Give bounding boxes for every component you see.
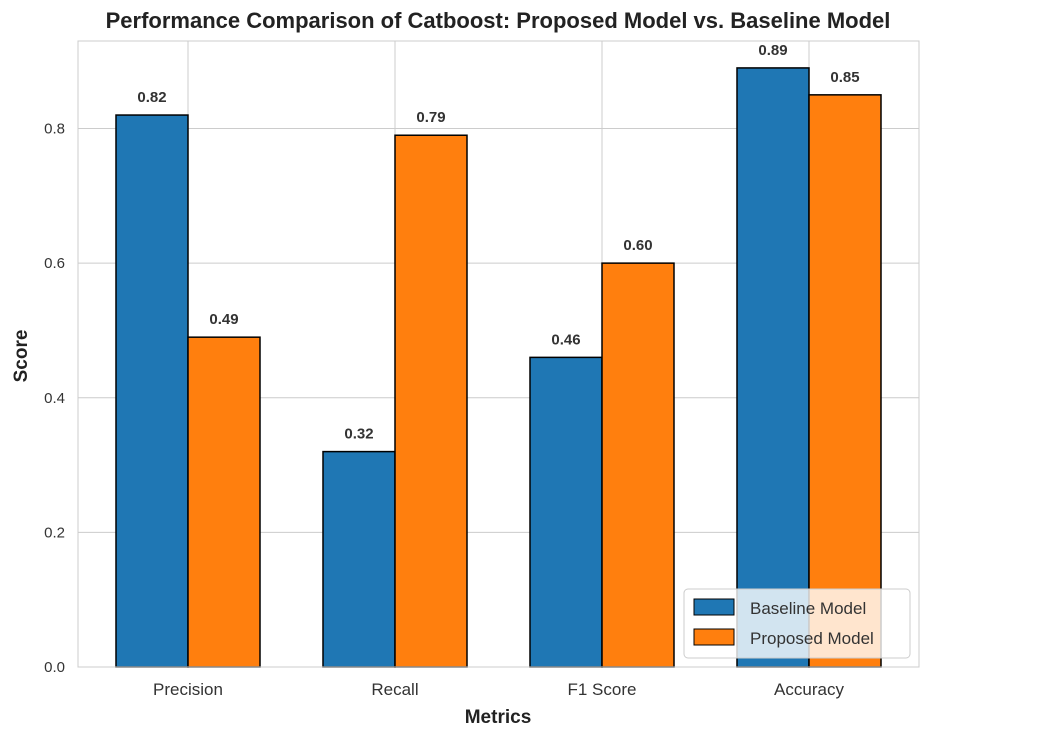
y-tick-labels: 0.0 0.2 0.4 0.6 0.8 — [44, 121, 65, 676]
y-tick-label: 0.0 — [44, 659, 65, 676]
data-labels: 0.82 0.32 0.46 0.89 0.49 0.79 0.60 0.85 — [137, 42, 859, 443]
bars — [115, 67, 882, 668]
legend-swatch-proposed — [693, 628, 735, 646]
x-axis-label: Metrics — [465, 707, 532, 728]
legend-label-baseline: Baseline Model — [750, 599, 866, 618]
bar-proposed — [187, 336, 261, 668]
y-axis-label: Score — [11, 330, 32, 383]
y-tick-label: 0.4 — [44, 390, 65, 407]
legend-swatch-baseline — [693, 598, 735, 616]
legend: Baseline Model Proposed Model — [683, 588, 911, 659]
y-tick-label: 0.2 — [44, 524, 65, 541]
bar-baseline — [322, 450, 396, 668]
x-tick-label: Accuracy — [774, 680, 844, 699]
bar-baseline — [736, 67, 810, 668]
x-tick-label: F1 Score — [568, 680, 637, 699]
data-label: 0.85 — [830, 69, 859, 86]
bar-proposed — [394, 134, 468, 668]
data-label: 0.82 — [137, 89, 166, 106]
bar-baseline — [529, 356, 603, 668]
data-label: 0.32 — [344, 426, 373, 443]
x-tick-labels: Precision Recall F1 Score Accuracy — [153, 680, 844, 699]
bar-proposed — [808, 94, 882, 668]
y-tick-label: 0.8 — [44, 121, 65, 138]
bar-baseline — [115, 114, 189, 668]
x-tick-label: Recall — [371, 680, 418, 699]
y-tick-label: 0.6 — [44, 255, 65, 272]
x-tick-label: Precision — [153, 680, 223, 699]
data-label: 0.60 — [623, 237, 652, 254]
data-label: 0.79 — [416, 109, 445, 126]
plot-frame — [77, 40, 920, 668]
bar-proposed — [601, 262, 675, 668]
chart-title: Performance Comparison of Catboost: Prop… — [106, 8, 891, 33]
legend-label-proposed: Proposed Model — [750, 629, 874, 648]
data-label: 0.46 — [551, 331, 580, 348]
data-label: 0.89 — [758, 42, 787, 59]
data-label: 0.49 — [209, 311, 238, 328]
legend-box — [683, 588, 911, 659]
